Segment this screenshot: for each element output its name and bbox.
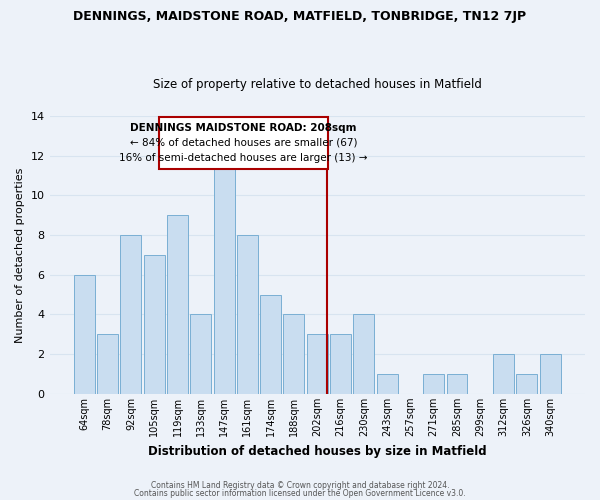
Title: Size of property relative to detached houses in Matfield: Size of property relative to detached ho… <box>153 78 482 91</box>
Bar <box>539 354 560 394</box>
Bar <box>237 235 258 394</box>
Y-axis label: Number of detached properties: Number of detached properties <box>15 167 25 342</box>
Bar <box>307 334 328 394</box>
Bar <box>446 374 467 394</box>
Bar <box>493 354 514 394</box>
Bar <box>330 334 351 394</box>
Bar <box>423 374 444 394</box>
Bar <box>353 314 374 394</box>
FancyBboxPatch shape <box>159 117 328 170</box>
Text: Contains public sector information licensed under the Open Government Licence v3: Contains public sector information licen… <box>134 488 466 498</box>
Text: Contains HM Land Registry data © Crown copyright and database right 2024.: Contains HM Land Registry data © Crown c… <box>151 481 449 490</box>
Bar <box>214 156 235 394</box>
Bar <box>167 215 188 394</box>
Text: ← 84% of detached houses are smaller (67): ← 84% of detached houses are smaller (67… <box>130 138 358 147</box>
Text: DENNINGS, MAIDSTONE ROAD, MATFIELD, TONBRIDGE, TN12 7JP: DENNINGS, MAIDSTONE ROAD, MATFIELD, TONB… <box>73 10 527 23</box>
Text: DENNINGS MAIDSTONE ROAD: 208sqm: DENNINGS MAIDSTONE ROAD: 208sqm <box>130 122 357 132</box>
Bar <box>144 255 165 394</box>
Bar <box>260 294 281 394</box>
Text: 16% of semi-detached houses are larger (13) →: 16% of semi-detached houses are larger (… <box>119 152 368 162</box>
Bar <box>74 274 95 394</box>
Bar <box>97 334 118 394</box>
Bar <box>377 374 398 394</box>
Bar <box>517 374 538 394</box>
Bar <box>121 235 142 394</box>
Bar <box>190 314 211 394</box>
Bar <box>283 314 304 394</box>
X-axis label: Distribution of detached houses by size in Matfield: Distribution of detached houses by size … <box>148 444 487 458</box>
